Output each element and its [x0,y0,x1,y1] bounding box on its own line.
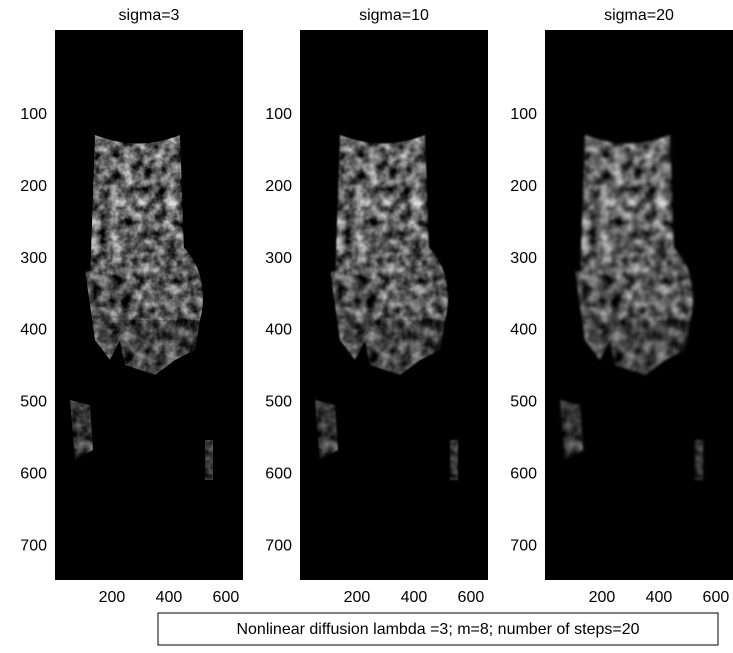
y-tick-label: 100 [265,106,292,123]
y-tick-label: 700 [265,537,292,554]
panel-title: sigma=3 [119,7,180,24]
image-texture [315,135,458,480]
y-tick-label: 500 [20,394,47,411]
x-tick-label: 400 [156,589,183,606]
image-texture [560,135,703,480]
image-region [205,440,213,480]
y-tick-label: 400 [20,322,47,339]
y-tick-label: 300 [510,250,537,267]
y-tick-label: 400 [265,322,292,339]
annotation: Nonlinear diffusion lambda =3; m=8; numb… [236,621,639,638]
y-tick-label: 200 [510,178,537,195]
y-tick-label: 200 [265,178,292,195]
y-tick-label: 600 [510,466,537,483]
image-texture [70,135,213,480]
y-tick-label: 400 [510,322,537,339]
image-region [450,440,458,480]
y-tick-label: 700 [20,537,47,554]
annotation-box [157,612,719,646]
ultrasound-image [70,135,213,480]
panel-title: sigma=20 [604,7,674,24]
image-region [695,440,703,480]
image-region [575,270,625,360]
y-tick-label: 200 [20,178,47,195]
image-region [115,320,200,375]
y-tick-label: 300 [20,250,47,267]
image-region [315,400,338,460]
x-tick-label: 600 [703,589,730,606]
image-region [330,270,380,360]
y-tick-label: 500 [510,394,537,411]
x-tick-label: 200 [99,589,126,606]
image-region [605,320,690,375]
y-tick-label: 700 [510,537,537,554]
ultrasound-image [560,135,703,480]
x-tick-label: 600 [458,589,485,606]
ultrasound-image [315,135,458,480]
image-region [70,400,93,460]
image-region [560,400,583,460]
x-tick-label: 400 [401,589,428,606]
y-tick-label: 100 [20,106,47,123]
x-tick-label: 200 [589,589,616,606]
x-tick-label: 600 [213,589,240,606]
y-tick-label: 600 [265,466,292,483]
x-tick-label: 200 [344,589,371,606]
x-tick-label: 400 [646,589,673,606]
y-tick-label: 500 [265,394,292,411]
y-tick-label: 600 [20,466,47,483]
image-region [360,320,445,375]
y-tick-label: 100 [510,106,537,123]
y-tick-label: 300 [265,250,292,267]
panel-title: sigma=10 [359,7,429,24]
image-region [85,270,135,360]
